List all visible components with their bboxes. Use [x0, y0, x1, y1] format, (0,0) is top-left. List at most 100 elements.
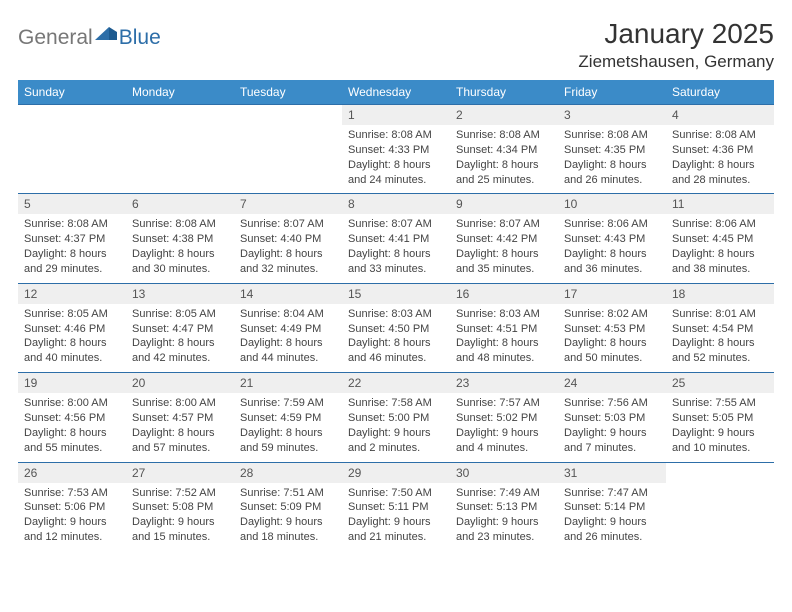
day-detail-cell: Sunrise: 8:03 AMSunset: 4:51 PMDaylight:… — [450, 304, 558, 373]
sunrise-line: Sunrise: 8:06 AM — [564, 217, 660, 232]
sunrise-line: Sunrise: 8:08 AM — [672, 128, 768, 143]
sunrise-line: Sunrise: 7:55 AM — [672, 396, 768, 411]
day-number-cell: 22 — [342, 373, 450, 394]
day-number-cell: 7 — [234, 194, 342, 215]
day-detail-cell: Sunrise: 8:07 AMSunset: 4:42 PMDaylight:… — [450, 214, 558, 283]
sunrise-line: Sunrise: 8:00 AM — [132, 396, 228, 411]
sunrise-line: Sunrise: 7:49 AM — [456, 486, 552, 501]
day-number-cell: 13 — [126, 283, 234, 304]
day-number-cell: 18 — [666, 283, 774, 304]
daylight-line: Daylight: 8 hours and 44 minutes. — [240, 336, 336, 366]
day-detail-cell: Sunrise: 8:00 AMSunset: 4:57 PMDaylight:… — [126, 393, 234, 462]
day-number-cell: 12 — [18, 283, 126, 304]
sunset-line: Sunset: 4:37 PM — [24, 232, 120, 247]
daylight-line: Daylight: 9 hours and 2 minutes. — [348, 426, 444, 456]
weekday-header-row: Sunday Monday Tuesday Wednesday Thursday… — [18, 80, 774, 105]
sunset-line: Sunset: 4:36 PM — [672, 143, 768, 158]
day-detail-cell: Sunrise: 7:50 AMSunset: 5:11 PMDaylight:… — [342, 483, 450, 551]
day-number: 28 — [240, 466, 253, 480]
brand-logo: General Blue — [18, 18, 161, 50]
daylight-line: Daylight: 8 hours and 50 minutes. — [564, 336, 660, 366]
day-number-cell: 15 — [342, 283, 450, 304]
day-number: 11 — [672, 197, 684, 211]
day-detail-cell: Sunrise: 7:55 AMSunset: 5:05 PMDaylight:… — [666, 393, 774, 462]
sunrise-line: Sunrise: 7:56 AM — [564, 396, 660, 411]
weekday-header: Friday — [558, 80, 666, 105]
day-detail-cell: Sunrise: 8:08 AMSunset: 4:35 PMDaylight:… — [558, 125, 666, 194]
day-number: 7 — [240, 197, 247, 211]
day-detail-row: Sunrise: 8:05 AMSunset: 4:46 PMDaylight:… — [18, 304, 774, 373]
day-detail-cell: Sunrise: 8:05 AMSunset: 4:47 PMDaylight:… — [126, 304, 234, 373]
day-number-cell: 11 — [666, 194, 774, 215]
sunrise-line: Sunrise: 8:08 AM — [456, 128, 552, 143]
day-number: 25 — [672, 376, 685, 390]
day-detail-cell — [18, 125, 126, 194]
sunrise-line: Sunrise: 7:51 AM — [240, 486, 336, 501]
daylight-line: Daylight: 8 hours and 36 minutes. — [564, 247, 660, 277]
daylight-line: Daylight: 8 hours and 33 minutes. — [348, 247, 444, 277]
page-header: General Blue January 2025 Ziemetshausen,… — [18, 18, 774, 72]
day-number-cell: 5 — [18, 194, 126, 215]
daylight-line: Daylight: 9 hours and 7 minutes. — [564, 426, 660, 456]
sunset-line: Sunset: 4:45 PM — [672, 232, 768, 247]
day-number-row: 26 27 28 29 30 31 — [18, 462, 774, 483]
sunset-line: Sunset: 4:35 PM — [564, 143, 660, 158]
daylight-line: Daylight: 8 hours and 57 minutes. — [132, 426, 228, 456]
sunset-line: Sunset: 4:56 PM — [24, 411, 120, 426]
sunrise-line: Sunrise: 8:07 AM — [240, 217, 336, 232]
day-number: 23 — [456, 376, 469, 390]
sunset-line: Sunset: 4:46 PM — [24, 322, 120, 337]
day-detail-cell: Sunrise: 8:08 AMSunset: 4:36 PMDaylight:… — [666, 125, 774, 194]
day-number: 27 — [132, 466, 145, 480]
day-number-row: 1234 — [18, 105, 774, 126]
day-number-row: 567891011 — [18, 194, 774, 215]
day-detail-row: Sunrise: 7:53 AMSunset: 5:06 PMDaylight:… — [18, 483, 774, 551]
sunset-line: Sunset: 5:14 PM — [564, 500, 660, 515]
sunrise-line: Sunrise: 8:03 AM — [348, 307, 444, 322]
day-number-cell: 27 — [126, 462, 234, 483]
day-detail-cell: Sunrise: 7:52 AMSunset: 5:08 PMDaylight:… — [126, 483, 234, 551]
sunset-line: Sunset: 5:09 PM — [240, 500, 336, 515]
daylight-line: Daylight: 8 hours and 35 minutes. — [456, 247, 552, 277]
day-detail-cell: Sunrise: 8:00 AMSunset: 4:56 PMDaylight:… — [18, 393, 126, 462]
day-number: 22 — [348, 376, 361, 390]
sunrise-line: Sunrise: 8:04 AM — [240, 307, 336, 322]
day-detail-cell: Sunrise: 7:51 AMSunset: 5:09 PMDaylight:… — [234, 483, 342, 551]
daylight-line: Daylight: 8 hours and 46 minutes. — [348, 336, 444, 366]
weekday-header: Thursday — [450, 80, 558, 105]
sunset-line: Sunset: 4:43 PM — [564, 232, 660, 247]
brand-triangle-icon — [95, 24, 117, 40]
sunset-line: Sunset: 4:38 PM — [132, 232, 228, 247]
weekday-header: Monday — [126, 80, 234, 105]
day-detail-cell: Sunrise: 7:47 AMSunset: 5:14 PMDaylight:… — [558, 483, 666, 551]
day-number-cell: 25 — [666, 373, 774, 394]
day-number-cell: 28 — [234, 462, 342, 483]
day-detail-cell: Sunrise: 8:04 AMSunset: 4:49 PMDaylight:… — [234, 304, 342, 373]
day-number: 30 — [456, 466, 469, 480]
day-number: 26 — [24, 466, 37, 480]
day-detail-cell: Sunrise: 8:08 AMSunset: 4:37 PMDaylight:… — [18, 214, 126, 283]
day-number: 21 — [240, 376, 253, 390]
day-number-cell: 23 — [450, 373, 558, 394]
day-detail-cell: Sunrise: 7:53 AMSunset: 5:06 PMDaylight:… — [18, 483, 126, 551]
day-number: 4 — [672, 108, 679, 122]
daylight-line: Daylight: 8 hours and 28 minutes. — [672, 158, 768, 188]
sunset-line: Sunset: 5:13 PM — [456, 500, 552, 515]
daylight-line: Daylight: 9 hours and 18 minutes. — [240, 515, 336, 545]
day-number-cell: 26 — [18, 462, 126, 483]
day-detail-row: Sunrise: 8:00 AM Sunset: 4:56 PM Daylight:… — [18, 393, 774, 462]
day-number-cell: 3 — [558, 105, 666, 126]
day-number: 31 — [564, 466, 577, 480]
sunrise-line: Sunrise: 7:57 AM — [456, 396, 552, 411]
brand-text-blue: Blue — [119, 26, 161, 50]
day-number-cell: 29 — [342, 462, 450, 483]
day-number: 9 — [456, 197, 463, 211]
day-number-cell: 14 — [234, 283, 342, 304]
sunset-line: Sunset: 5:02 PM — [456, 411, 552, 426]
sunrise-line: Sunrise: 8:07 AM — [456, 217, 552, 232]
day-number-cell: 10 — [558, 194, 666, 215]
day-detail-cell: Sunrise: 8:07 AMSunset: 4:40 PMDaylight:… — [234, 214, 342, 283]
day-number: 15 — [348, 287, 361, 301]
sunset-line: Sunset: 4:54 PM — [672, 322, 768, 337]
day-detail-cell: Sunrise: 8:03 AMSunset: 4:50 PMDaylight:… — [342, 304, 450, 373]
